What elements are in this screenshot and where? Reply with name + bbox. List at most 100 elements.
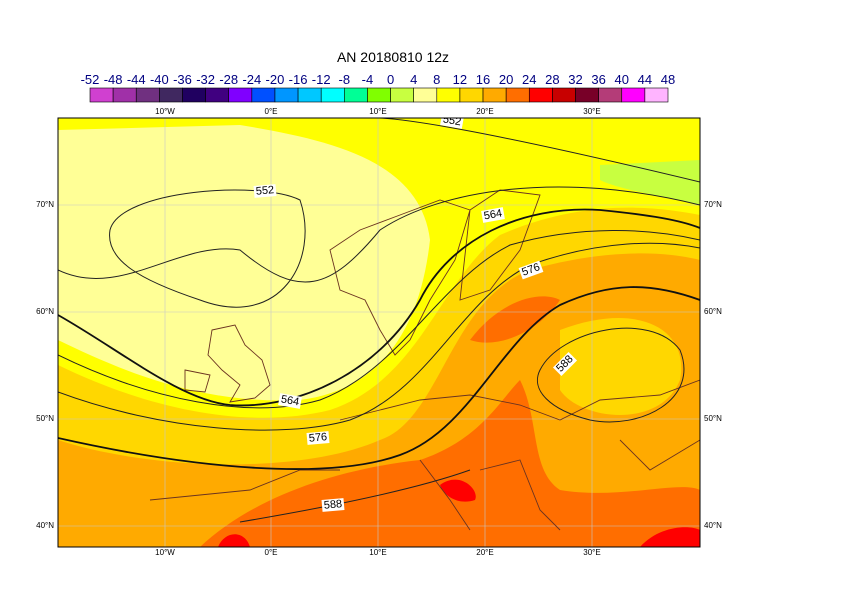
colorbar-box bbox=[205, 87, 230, 103]
lon-label: 20°E bbox=[476, 548, 493, 557]
borders bbox=[149, 189, 700, 531]
colorbar-label: 48 bbox=[661, 72, 675, 87]
colorbar-label: -20 bbox=[266, 72, 285, 87]
colorbar-label: 40 bbox=[615, 72, 629, 87]
contour bbox=[58, 208, 700, 407]
lat-label: 70°N bbox=[704, 200, 722, 209]
colorbar-box bbox=[89, 87, 114, 103]
colorbar-box bbox=[575, 87, 599, 103]
colorbar-label: 28 bbox=[545, 72, 559, 87]
colorbar-label: 20 bbox=[499, 72, 513, 87]
contour-label-bg bbox=[518, 260, 544, 280]
contour-label: 552 bbox=[442, 113, 462, 128]
contour-label-bg bbox=[306, 431, 330, 445]
lon-label: 10°E bbox=[369, 107, 386, 116]
colorbar-box bbox=[505, 87, 530, 103]
colorbar-box bbox=[459, 87, 484, 103]
contour bbox=[379, 118, 700, 183]
lat-label: 60°N bbox=[36, 307, 54, 316]
colorbar-box bbox=[552, 87, 576, 103]
colorbar-box bbox=[528, 87, 553, 103]
contour-label-bg bbox=[552, 351, 578, 377]
field-pale bbox=[58, 125, 430, 401]
contour-label-bg bbox=[440, 118, 464, 129]
colorbar-box bbox=[320, 87, 345, 103]
axis-labels: 10°W 10°W 0°E 0°E 10°E 10°E 20°E 20°E 30°E 30°E 40… bbox=[36, 107, 722, 557]
lon-label: 10°W bbox=[155, 107, 175, 116]
colorbar-box bbox=[344, 87, 368, 103]
map-frame bbox=[57, 117, 701, 548]
colorbar-label: 36 bbox=[591, 72, 605, 87]
lat-label: 70°N bbox=[36, 200, 54, 209]
field-green bbox=[600, 160, 700, 205]
contour-label-bg bbox=[278, 393, 302, 409]
colorbar-label: -12 bbox=[312, 72, 331, 87]
colorbar-box bbox=[135, 87, 160, 103]
colorbar-label: 32 bbox=[568, 72, 582, 87]
colorbar-box bbox=[159, 87, 183, 103]
contour bbox=[58, 286, 700, 470]
lon-label: 0°E bbox=[265, 107, 278, 116]
colorbar-box bbox=[413, 87, 438, 103]
colorbar-label: -24 bbox=[242, 72, 261, 87]
title: AN 20180810 12z bbox=[337, 49, 449, 65]
colorbar-box bbox=[644, 87, 669, 103]
colorbar-label: -36 bbox=[173, 72, 192, 87]
contour bbox=[58, 242, 700, 431]
lat-label: 50°N bbox=[36, 414, 54, 423]
contour-label: 552 bbox=[255, 184, 274, 198]
colorbar-box bbox=[367, 87, 391, 103]
colorbar-box bbox=[436, 87, 461, 103]
colorbar-label: -52 bbox=[81, 72, 100, 87]
colorbar-label: -32 bbox=[196, 72, 215, 87]
colorbar-label: 24 bbox=[522, 72, 536, 87]
field-dark-orange bbox=[200, 296, 700, 547]
colorbar-label: 4 bbox=[410, 72, 417, 87]
lon-label: 10°E bbox=[369, 548, 386, 557]
contour-label-bg bbox=[481, 207, 505, 223]
colorbar-box bbox=[598, 87, 623, 103]
colorbar-box bbox=[182, 87, 206, 103]
colorbar-label: -48 bbox=[104, 72, 123, 87]
colorbar-box bbox=[112, 87, 137, 103]
colorbar-label: 12 bbox=[453, 72, 467, 87]
contour bbox=[58, 186, 700, 283]
lat-label: 40°N bbox=[704, 521, 722, 530]
contour-label-bg bbox=[321, 498, 345, 512]
lat-label: 50°N bbox=[704, 414, 722, 423]
contour-label: 588 bbox=[323, 498, 342, 512]
contour bbox=[239, 469, 471, 523]
colorbar-box bbox=[390, 87, 414, 103]
contour-label: 564 bbox=[280, 393, 300, 408]
colorbar-box bbox=[251, 87, 276, 103]
colorbar-box bbox=[297, 87, 322, 103]
lon-label: 10°W bbox=[155, 548, 175, 557]
lon-label: 20°E bbox=[476, 107, 493, 116]
colorbar-label: -4 bbox=[362, 72, 374, 87]
contour bbox=[58, 230, 700, 409]
graticule bbox=[58, 118, 700, 547]
contour bbox=[537, 327, 685, 423]
colorbar-box bbox=[274, 87, 299, 103]
colorbar-label: -8 bbox=[339, 72, 351, 87]
field-red bbox=[218, 479, 700, 547]
contour-label: 576 bbox=[520, 261, 541, 279]
lat-label: 60°N bbox=[704, 307, 722, 316]
contour-label: 564 bbox=[483, 207, 503, 222]
colorbar-label: -44 bbox=[127, 72, 146, 87]
colorbar-label: 16 bbox=[476, 72, 490, 87]
lon-label: 30°E bbox=[583, 548, 600, 557]
lon-label: 0°E bbox=[265, 548, 278, 557]
colorbar: -52 -48 -44 -40 -36 -32 -28 -24 -20 -16 -12 -8 -4 0 4 8… bbox=[81, 72, 675, 103]
contour bbox=[109, 189, 306, 308]
colorbar-label: 8 bbox=[433, 72, 440, 87]
colorbar-label: -28 bbox=[219, 72, 238, 87]
colorbar-box bbox=[482, 87, 507, 103]
colorbar-label: -16 bbox=[289, 72, 308, 87]
colorbar-label: 44 bbox=[638, 72, 652, 87]
colorbar-box bbox=[621, 87, 646, 103]
lat-label: 40°N bbox=[36, 521, 54, 530]
